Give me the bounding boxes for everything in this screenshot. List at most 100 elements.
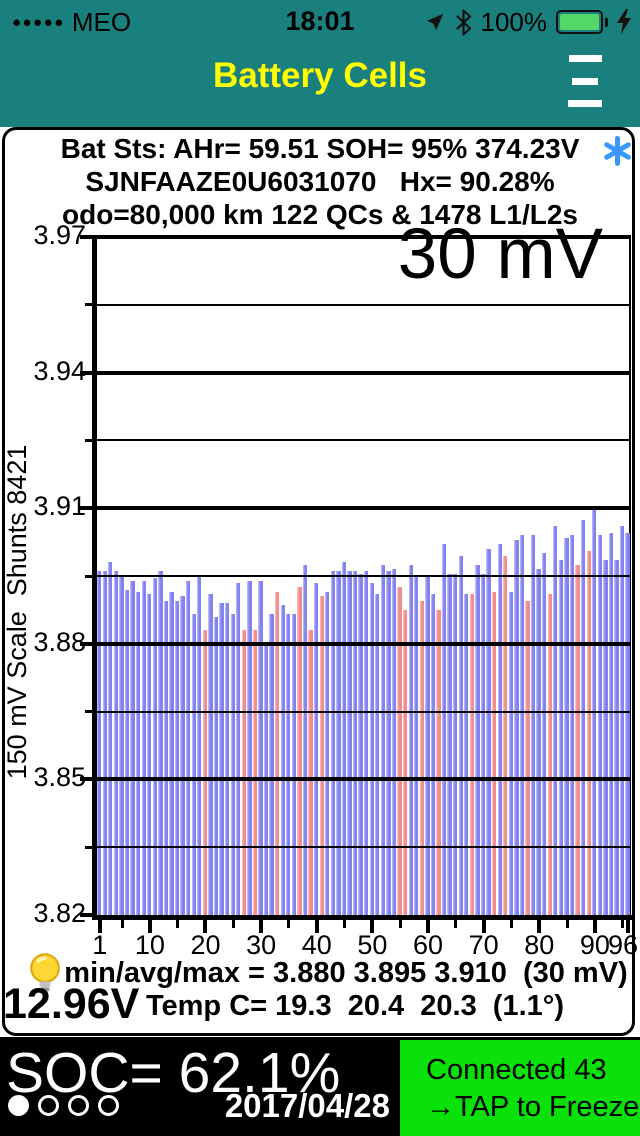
x-tick-label: 80 (524, 930, 555, 960)
tap-to-freeze-button[interactable]: Connected 43 →TAP to Freeze (400, 1040, 640, 1136)
cell-bar-90 (592, 508, 597, 915)
x-tick-mark (537, 920, 542, 933)
cell-bar-36 (291, 614, 297, 915)
cell-bar-46 (347, 571, 352, 915)
x-tick-label: 30 (246, 930, 277, 960)
cell-bar-38 (302, 564, 308, 915)
cell-bar-9 (141, 580, 146, 915)
temperature-label: Temp C= 19.3 20.4 20.3 (1.1°) (145, 990, 565, 1022)
status-bar: ●●●●● MEO 18:01 100% (0, 0, 640, 44)
x-tick-mark (626, 920, 631, 933)
x-tick-mark-minor (287, 920, 291, 928)
cell-bar-83 (553, 526, 558, 915)
cell-bar-10 (147, 594, 152, 915)
location-arrow-icon (426, 13, 443, 31)
cell-bar-84 (558, 560, 564, 915)
cell-bar-76 (514, 539, 519, 915)
cell-bar-57 (408, 564, 413, 915)
cell-bar-11 (152, 578, 157, 915)
battery-percent-label: 100% (480, 6, 548, 37)
cell-bar-45 (341, 562, 347, 915)
cell-bar-43 (330, 571, 335, 915)
cell-bar-25 (230, 614, 235, 915)
page-indicator-dots[interactable] (8, 1095, 119, 1116)
y-tick-mark (80, 777, 93, 782)
cell-bar-91 (597, 535, 602, 915)
cell-bar-13 (163, 600, 169, 915)
x-tick-mark-minor (120, 920, 124, 928)
cell-bar-70 (480, 573, 486, 915)
cell-bar-2 (102, 571, 107, 915)
x-tick-mark-minor (621, 920, 625, 928)
y-tick-mark (80, 506, 93, 511)
cell-bar-1 (97, 571, 102, 915)
carrier-label: MEO (71, 6, 132, 37)
signal-strength-icon: ●●●●● (12, 13, 65, 31)
page-title: Battery Cells (213, 56, 427, 95)
cell-bar-17 (186, 580, 191, 915)
cell-bar-41 (319, 596, 324, 915)
soc-label: SOC= 62.1% (6, 1041, 341, 1105)
cell-voltage-chart[interactable] (97, 235, 631, 915)
cell-bar-60 (425, 576, 430, 915)
y-tick-label: 3.82 (33, 898, 86, 928)
cell-bar-5 (119, 576, 124, 915)
y-tick-label: 3.85 (33, 762, 86, 793)
cell-bar-59 (419, 600, 424, 915)
cell-bar-61 (430, 594, 436, 915)
x-tick-mark-minor (454, 920, 458, 928)
menu-icon[interactable] (566, 55, 604, 107)
cell-bar-28 (247, 580, 252, 915)
cell-bar-50 (369, 582, 374, 915)
bluetooth-icon (455, 8, 471, 36)
y-axis-title: 150 mV Scale Shunts 8421 (2, 444, 32, 780)
x-tick-mark (370, 920, 375, 933)
bars-layer (97, 237, 631, 915)
cell-bar-44 (336, 571, 341, 915)
cell-bar-48 (358, 573, 363, 915)
x-tick-mark-minor (343, 920, 347, 928)
date-label: 2017/04/28 (224, 1087, 390, 1124)
cell-bar-93 (608, 533, 614, 915)
y-tick-mark (80, 641, 93, 646)
x-tick-label: 20 (190, 930, 221, 960)
x-tick-mark (97, 920, 102, 933)
cell-bar-33 (275, 591, 280, 915)
cell-bar-89 (586, 551, 591, 915)
cell-bar-85 (564, 537, 569, 915)
cell-bar-6 (124, 589, 130, 915)
cell-bar-18 (191, 614, 196, 915)
cell-bar-55 (397, 587, 402, 915)
cell-bar-29 (252, 630, 258, 915)
tap-to-freeze-label: →TAP to Freeze (426, 1091, 640, 1123)
cell-bar-82 (547, 594, 552, 915)
x-tick-mark (592, 920, 597, 933)
y-tick-mark-minor (85, 574, 93, 578)
x-tick-label: 10 (134, 930, 165, 960)
y-tick-mark-minor (85, 438, 93, 442)
cell-bar-14 (169, 591, 174, 915)
cell-bar-7 (130, 580, 135, 915)
cell-bar-67 (464, 594, 469, 915)
charging-bolt-icon (617, 9, 631, 34)
header: ●●●●● MEO 18:01 100% Battery Cells (0, 0, 640, 127)
cell-bar-40 (313, 582, 319, 915)
x-tick-mark (481, 920, 486, 933)
blue-asterisk-icon (602, 136, 632, 166)
x-tick-mark (259, 920, 264, 933)
cell-bar-30 (258, 580, 263, 915)
connection-status-label: Connected 43 (426, 1054, 607, 1086)
cell-bar-80 (536, 569, 541, 915)
y-tick-mark-minor (85, 303, 93, 307)
x-tick-mark-minor (509, 920, 513, 928)
cell-bar-24 (224, 603, 230, 915)
cell-bar-4 (113, 571, 119, 915)
page-dot-3 (68, 1095, 89, 1116)
y-tick-label: 3.91 (33, 491, 86, 522)
y-tick-mark-minor (85, 710, 93, 714)
battery-status-line: Bat Sts: AHr= 59.51 SOH= 95% 374.23V (60, 133, 580, 164)
x-tick-mark (425, 920, 430, 933)
battery-fill (560, 14, 599, 30)
cell-bar-22 (213, 616, 219, 915)
